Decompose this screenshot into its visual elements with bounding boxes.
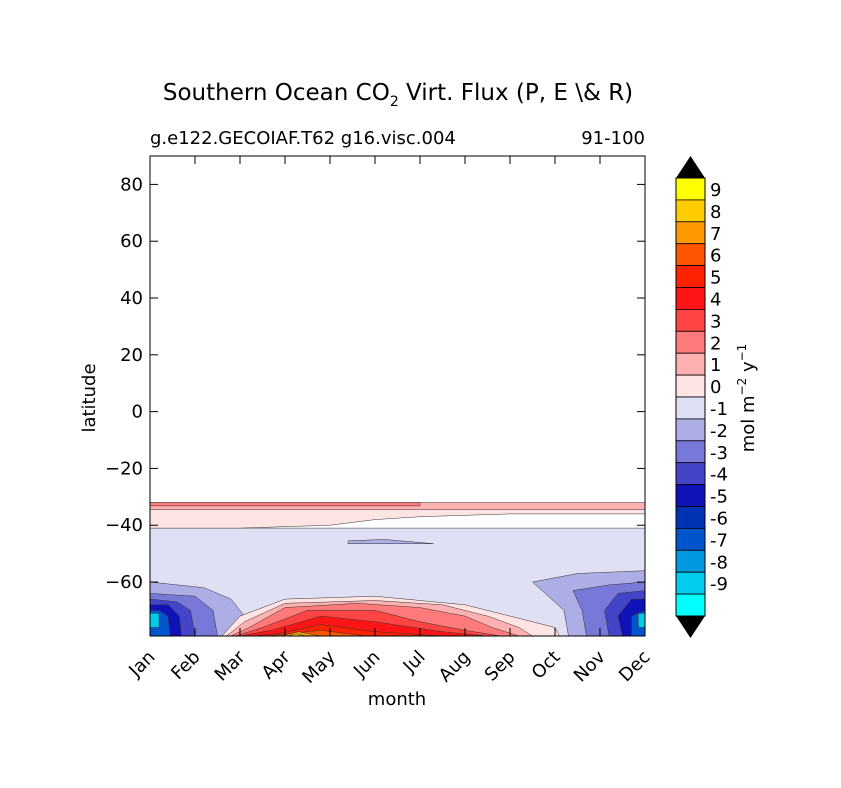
colorbar-frame: [675, 177, 706, 617]
colorbar-swatch: [675, 528, 706, 551]
colorbar-swatch: [675, 440, 706, 464]
colorbar-tick-label: -9: [710, 574, 728, 595]
x-tick-label: Jun: [349, 647, 384, 682]
plot-area: [149, 155, 646, 637]
colorbar-tick-label: -3: [710, 443, 728, 464]
colorbar-swatch: [675, 287, 706, 310]
contour-winter-outgassing-8: [287, 633, 306, 636]
y-tick-label: 20: [120, 345, 143, 366]
x-tick-label: Dec: [615, 647, 654, 686]
y-tick-label: 0: [132, 402, 143, 423]
y-tick-label: 60: [120, 231, 143, 252]
x-tick-label: Sep: [481, 647, 520, 686]
chart-subtitle-right: 91-100: [581, 128, 645, 149]
colorbar-label: mol m−2 y−1: [735, 344, 759, 453]
contour-band-2-west: [150, 502, 421, 507]
contour-fills: [150, 502, 645, 636]
y-axis: 80 60 40 20 0 −20 −40 −60: [105, 174, 645, 593]
colorbar-tick-label: -6: [710, 509, 728, 530]
y-tick-label: −40: [105, 515, 143, 536]
chart-title: Southern Ocean CO2 Virt. Flux (P, E \& R…: [163, 80, 633, 110]
contour-dec-uptake--9: [638, 613, 645, 628]
colorbar-tick-label: 5: [710, 268, 721, 289]
colorbar-tick-label: -1: [710, 399, 728, 420]
colorbar-swatch: [675, 506, 706, 529]
colorbar-swatch: [675, 243, 706, 266]
colorbar-swatch: [675, 199, 706, 223]
y-tick-label: −60: [105, 572, 143, 593]
plot-frame: [149, 155, 646, 637]
colorbar-over-arrow: [676, 156, 705, 178]
x-tick-label: Aug: [435, 647, 475, 687]
colorbar-swatch: [675, 177, 706, 201]
colorbar-swatch: [675, 418, 706, 442]
x-tick-label: Oct: [528, 647, 565, 684]
colorbar-swatch: [675, 221, 706, 245]
y-tick-label: −20: [105, 458, 143, 479]
colorbar-swatch: [675, 462, 706, 486]
colorbar-tick-label: 4: [710, 290, 721, 311]
x-tick-label: Nov: [570, 646, 610, 686]
contour-patch-minus2-mid: [347, 539, 434, 544]
colorbar-swatch: [675, 374, 706, 398]
colorbar-under-arrow: [676, 616, 705, 638]
y-axis-label: latitude: [79, 363, 100, 432]
colorbar-swatch-bottom: [675, 593, 706, 617]
colorbar-swatch: [675, 571, 706, 595]
y-tick-label: 40: [120, 288, 143, 309]
colorbar-swatch: [675, 330, 706, 354]
colorbar-tick-label: 1: [710, 355, 721, 376]
y-tick-label: 80: [120, 174, 143, 195]
colorbar-tick-label: -4: [710, 465, 728, 486]
colorbar-tick-label: -7: [710, 530, 728, 551]
colorbar-tick-label: -2: [710, 421, 728, 442]
colorbar-tick-label: 6: [710, 246, 721, 267]
x-tick-label: Jan: [124, 647, 159, 682]
contour-jan-uptake--9: [150, 613, 160, 628]
colorbar-tick-label: 7: [710, 224, 721, 245]
colorbar-tick-label: 2: [710, 333, 721, 354]
colorbar-swatch: [675, 549, 706, 573]
x-tick-label: Mar: [211, 646, 250, 685]
colorbar-tick-label: -5: [710, 487, 728, 508]
colorbar-swatch: [675, 308, 706, 332]
colorbar-swatch: [675, 484, 706, 507]
chart-subtitle-left: g.e122.GECOIAF.T62 g16.visc.004: [150, 128, 456, 149]
colorbar-tick-label: 3: [710, 311, 721, 332]
colorbar-swatch: [675, 352, 706, 376]
x-tick-label: May: [298, 646, 339, 687]
x-axis-label: month: [368, 689, 426, 710]
x-tick-label: Jul: [399, 647, 430, 678]
colorbar-tick-label: 0: [710, 377, 721, 398]
colorbar-swatch: [675, 265, 706, 288]
colorbar-tick-label: -8: [710, 552, 728, 573]
x-tick-label: Apr: [258, 646, 295, 683]
x-tick-label: Feb: [167, 647, 204, 684]
colorbar-tick-label: 9: [710, 180, 721, 201]
colorbar-swatch: [675, 396, 706, 420]
colorbar-tick-label: 8: [710, 202, 721, 223]
